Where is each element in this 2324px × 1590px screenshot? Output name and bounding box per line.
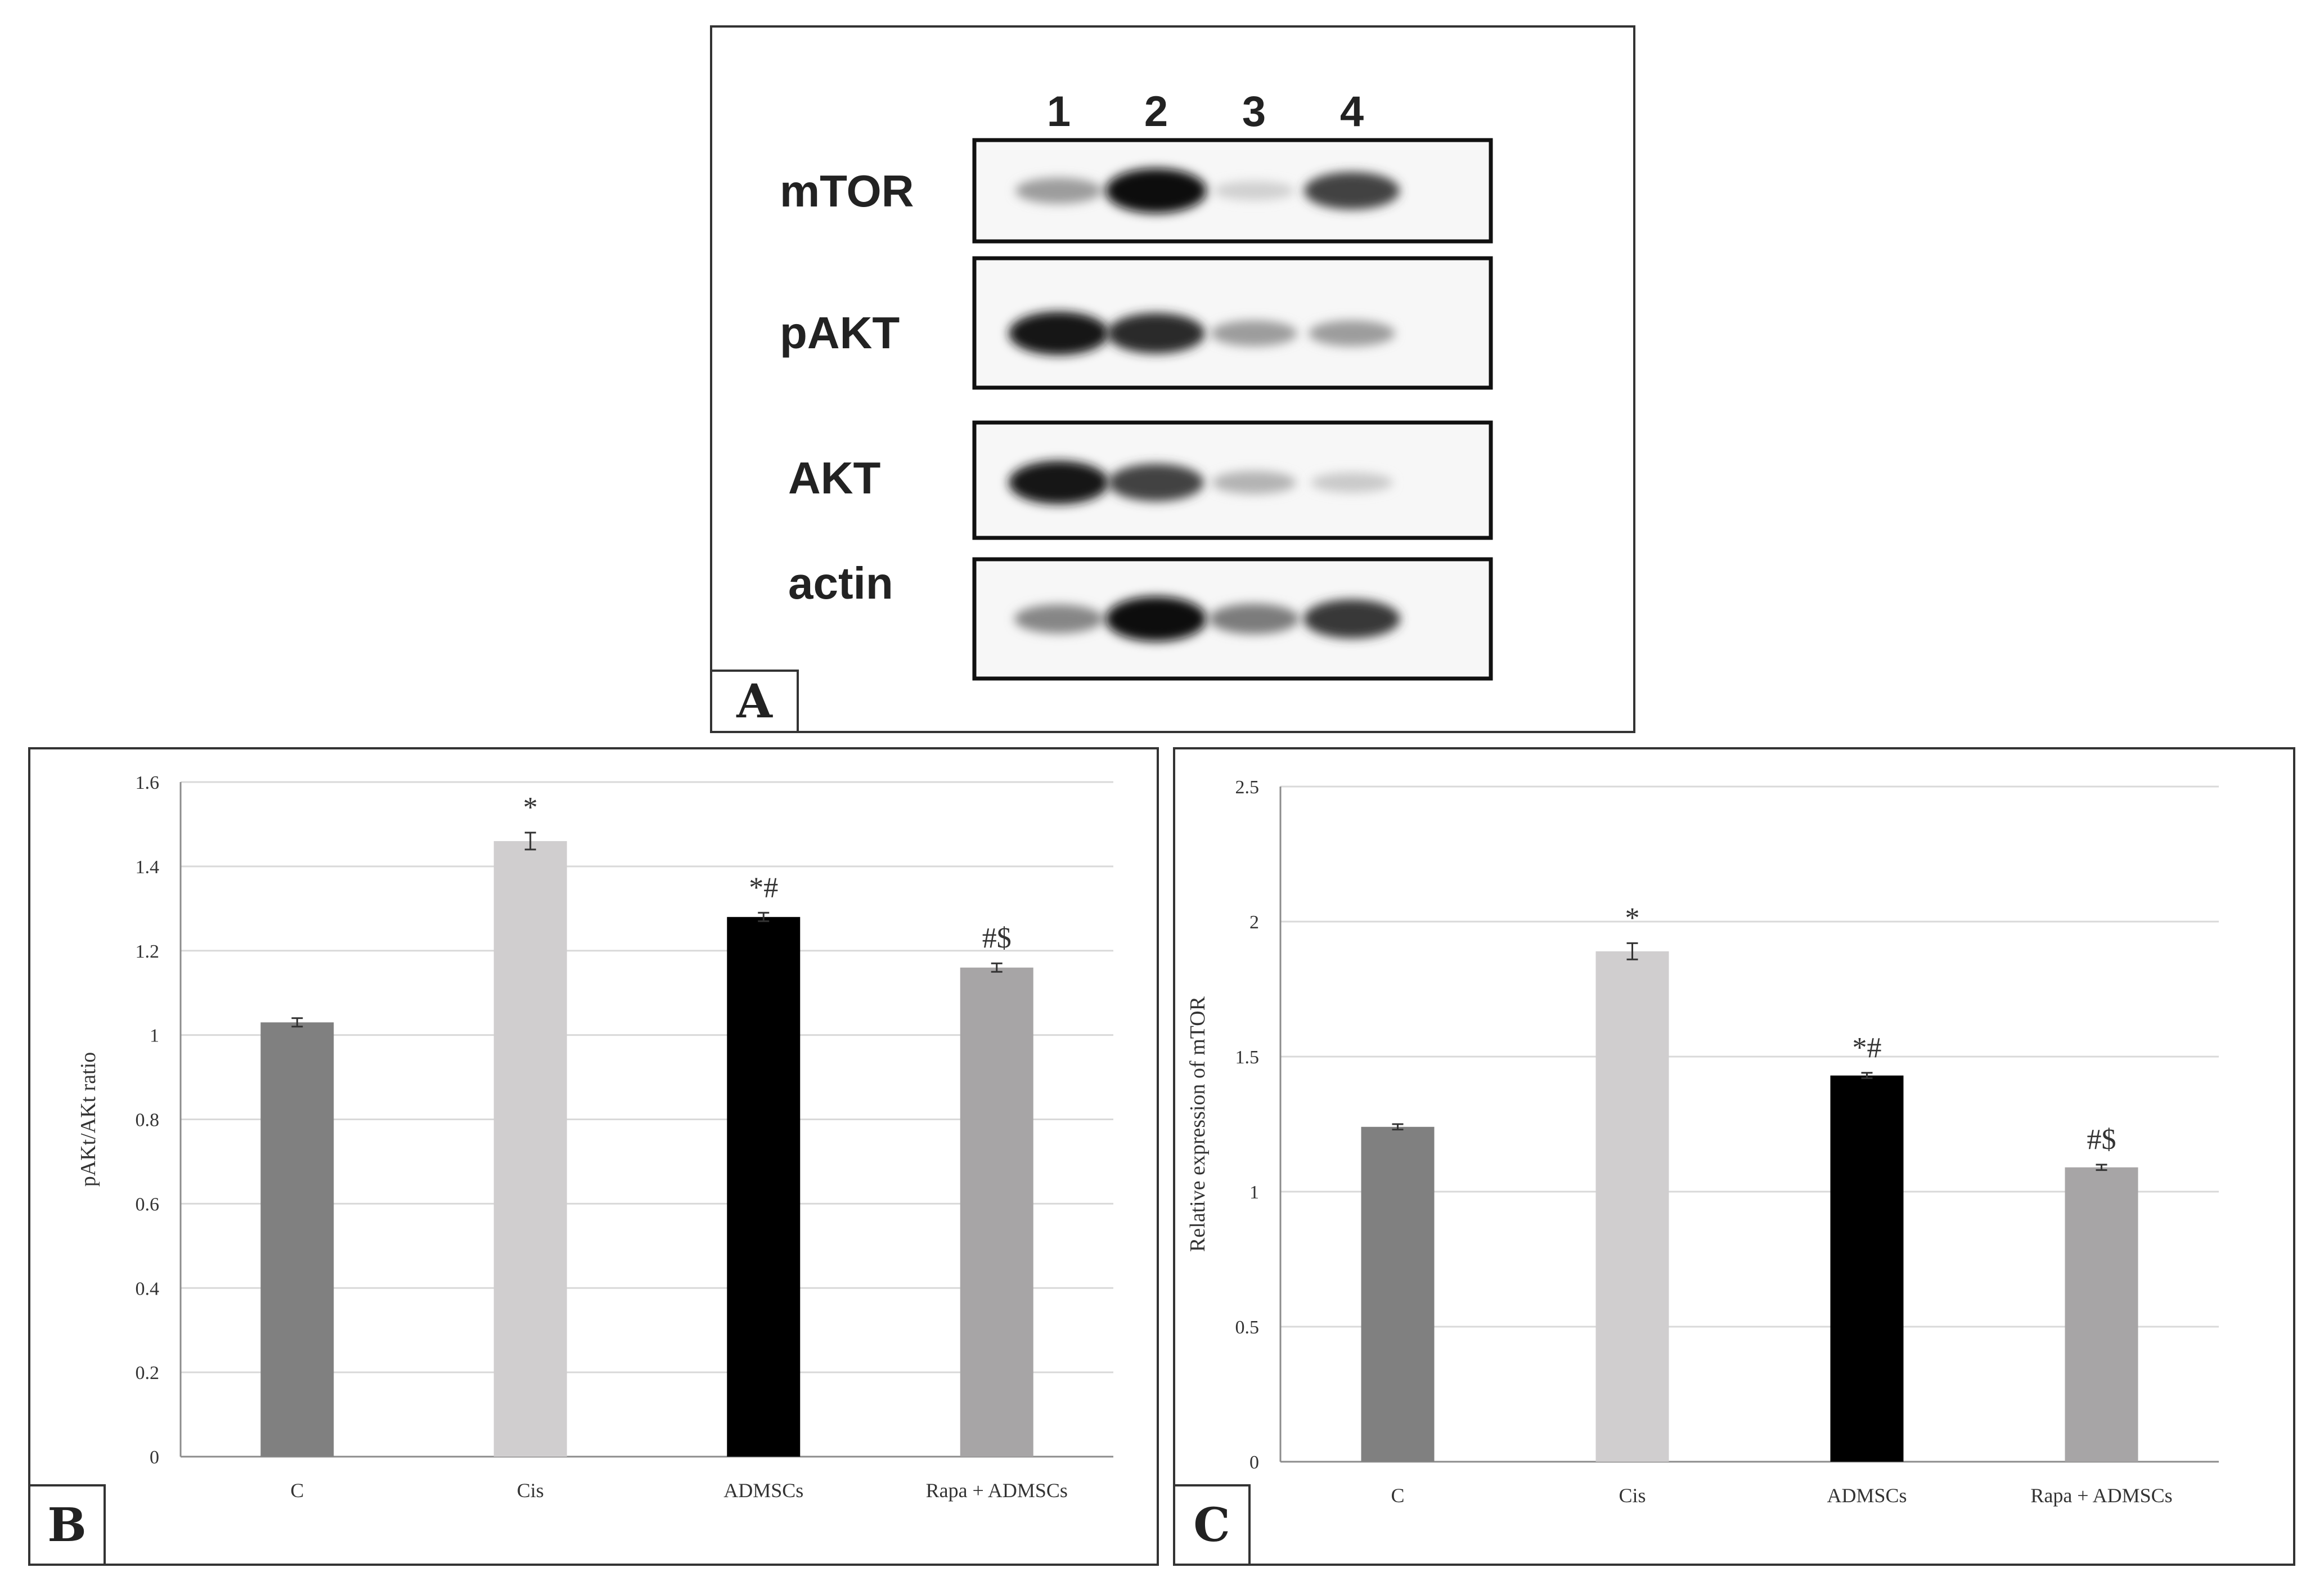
- blot-band: [1311, 472, 1393, 493]
- significance-label: #$: [982, 922, 1012, 954]
- y-tick-label: 1: [150, 1026, 159, 1046]
- bar: [1595, 951, 1669, 1462]
- y-tick-label: 0: [1249, 1452, 1259, 1473]
- y-axis-label: pAKt/AKt ratio: [77, 1052, 100, 1187]
- blot-band: [1213, 181, 1295, 201]
- bar: [493, 841, 567, 1457]
- bar: [1361, 1126, 1435, 1462]
- blot-band: [1015, 177, 1102, 204]
- error-bar: [2096, 1164, 2107, 1171]
- blot-band: [1014, 604, 1103, 634]
- lane-number: 1: [1047, 88, 1071, 136]
- western-blot: 1 2 3 4 mTOR pAKT AKT actin: [780, 88, 1493, 681]
- significance-label: *#: [749, 872, 778, 904]
- error-bar: [1392, 1123, 1404, 1131]
- mtor-expression-chart: 0 0.5 1 1.5 2 2.5 Relative expression of mTOR C…: [1186, 777, 2219, 1507]
- lane-number: 2: [1144, 88, 1168, 136]
- x-tick-label: C: [290, 1479, 304, 1502]
- y-tick-label: 1.5: [1235, 1047, 1260, 1068]
- blot-band: [1209, 604, 1299, 634]
- y-tick-label: 1.2: [136, 941, 160, 962]
- x-tick-label: Rapa + ADMSCs: [2030, 1484, 2172, 1507]
- x-tick-label: Rapa + ADMSCs: [926, 1479, 1068, 1502]
- significance-label: *: [1625, 902, 1640, 934]
- blot-row-label: mTOR: [780, 166, 914, 216]
- chart-panel-c: 0 0.5 1 1.5 2 2.5 Relative expression of mTOR C…: [1173, 747, 2295, 1566]
- y-tick-label: 1.6: [136, 772, 160, 793]
- error-bar: [991, 962, 1003, 973]
- lane-number: 3: [1242, 88, 1266, 136]
- error-bar: [758, 911, 770, 922]
- x-tick-label: ADMSCs: [1827, 1484, 1907, 1507]
- blot-band: [1009, 460, 1109, 505]
- error-bar: [524, 832, 536, 851]
- significance-label: *#: [1853, 1032, 1882, 1064]
- bar: [2065, 1167, 2138, 1462]
- y-tick-label: 2.5: [1235, 777, 1260, 798]
- panel-tag-a: A: [710, 670, 799, 733]
- y-tick-label: 0.4: [136, 1278, 160, 1299]
- x-tick-label: C: [1391, 1484, 1404, 1507]
- blot-band: [1108, 464, 1204, 502]
- blot-row-label: actin: [788, 558, 893, 608]
- y-tick-label: 1.4: [136, 857, 160, 878]
- y-tick-label: 0.5: [1235, 1317, 1260, 1338]
- blot-band: [1105, 596, 1207, 641]
- blot-band: [1105, 168, 1207, 213]
- blot-row-label: AKT: [788, 453, 881, 503]
- lane-number: 4: [1340, 88, 1364, 136]
- blot-row-label: pAKT: [780, 308, 900, 358]
- y-tick-label: 2: [1249, 912, 1259, 933]
- error-bar: [1626, 942, 1638, 960]
- blot-band: [1309, 320, 1395, 347]
- y-tick-label: 0: [150, 1447, 159, 1468]
- significance-label: *: [523, 792, 538, 824]
- y-axis-label: Relative expression of mTOR: [1186, 996, 1210, 1252]
- blot-band: [1303, 599, 1400, 639]
- y-tick-label: 0.6: [136, 1194, 160, 1215]
- panel-tag-b: B: [28, 1484, 106, 1566]
- y-tick-label: 1: [1249, 1182, 1259, 1203]
- blot-band: [1009, 311, 1109, 356]
- chart-panel-b: 0 0.2 0.4 0.6 0.8 1 1.2 1.4 1.6 pAKt/AKt ratio C * C…: [28, 747, 1159, 1566]
- x-tick-label: Cis: [517, 1479, 544, 1502]
- y-tick-label: 0.2: [136, 1363, 160, 1384]
- y-tick-label: 0.8: [136, 1110, 160, 1131]
- blot-band: [1304, 172, 1400, 210]
- blot-band: [1211, 320, 1297, 347]
- blot-panel: 1 2 3 4 mTOR pAKT AKT actin: [710, 25, 1635, 733]
- error-bar: [291, 1017, 303, 1028]
- pakt-akt-ratio-chart: 0 0.2 0.4 0.6 0.8 1 1.2 1.4 1.6 pAKt/AKt ratio C * C…: [77, 772, 1113, 1502]
- x-tick-label: Cis: [1619, 1484, 1646, 1507]
- bar: [1830, 1075, 1904, 1462]
- bar: [960, 967, 1033, 1457]
- significance-label: #$: [2087, 1124, 2116, 1156]
- bar: [260, 1022, 334, 1457]
- bar: [727, 917, 801, 1457]
- blot-band: [1212, 471, 1296, 495]
- x-tick-label: ADMSCs: [723, 1479, 803, 1502]
- blot-band: [1107, 313, 1205, 354]
- error-bar: [1861, 1072, 1873, 1079]
- panel-tag-c: C: [1173, 1484, 1251, 1566]
